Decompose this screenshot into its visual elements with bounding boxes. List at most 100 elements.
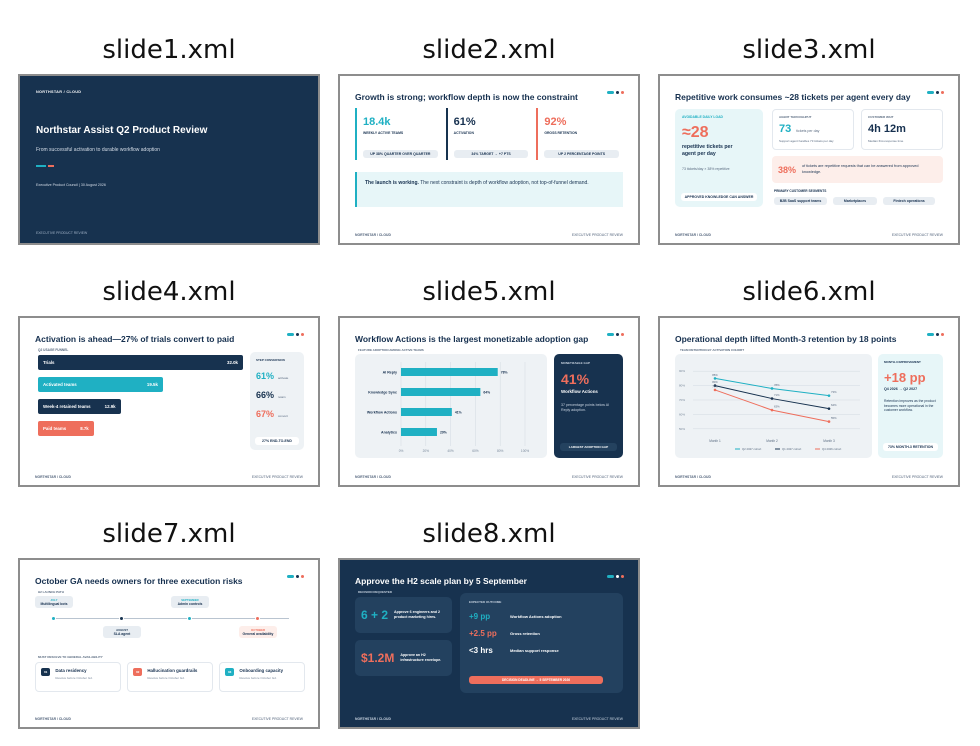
- kpi-value: 92%: [544, 116, 567, 128]
- brand-dots-icon: [607, 91, 624, 94]
- kpi-label: GROSS RETENTION: [544, 131, 578, 135]
- deadline-pill: DECISION DEADLINE → 5 SEPTEMBER 2026: [469, 676, 603, 684]
- point-label: 78%: [774, 383, 780, 387]
- adoption-bar-chart: 0% 20% 40% 60% 80% 100% AI Reply 78% Knowledge S…: [367, 362, 529, 453]
- kpi-card: 92% GROSS RETENTION UP 2 PERCENTAGE POIN…: [536, 108, 623, 160]
- series-point: [827, 394, 831, 397]
- funnel-bar: Week-4 retained teams 12.9k: [38, 399, 121, 414]
- series-point: [713, 377, 717, 380]
- funnel-label: Q2 USAGE FUNNEL: [38, 348, 69, 352]
- series-line: [714, 377, 830, 397]
- ask-value: $1.2M: [361, 651, 395, 665]
- funnel-bar-label: Trials: [43, 360, 55, 365]
- funnel-bar-label: Week-4 retained teams: [43, 404, 91, 409]
- panel-label: MONTH-3 IMPROVEMENT: [884, 360, 921, 364]
- slide-preview: Approve the H2 scale plan by 5 September…: [338, 558, 640, 729]
- category-label: AI Reply: [383, 371, 397, 375]
- x-tick-label: Month 2: [766, 439, 778, 443]
- slide-footer: NORTHSTAR / CLOUD EXECUTIVE PRODUCT REVIE…: [35, 717, 303, 721]
- kpi-label: WEEKLY ACTIVE TEAMS: [363, 131, 404, 135]
- step-label: activate: [278, 376, 289, 380]
- risk-note: Resolve before October GA: [239, 676, 277, 680]
- funnel-bar: Activated teams 19.5k: [38, 377, 163, 392]
- risk-tag: 02: [133, 668, 143, 676]
- risk-card: 01 Data residency Resolve before October G…: [35, 662, 121, 692]
- funnel-bar-value: 8.7k: [80, 426, 89, 431]
- step-label: retain: [278, 395, 286, 399]
- point-label: 77%: [712, 384, 718, 388]
- slide-title: Repetitive work consumes ~28 tickets per…: [675, 92, 911, 102]
- milestone-month: AUGUST: [116, 628, 128, 632]
- kpi-note: 34% TARGET → +7 PTS: [453, 150, 529, 158]
- milestone-card: JULY Multilingual bots: [35, 596, 73, 608]
- risk-note: Resolve before October GA: [147, 676, 185, 680]
- legend-label: Q2 2027 cohort: [742, 447, 762, 451]
- y-tick-label: 90%: [679, 369, 685, 373]
- risk-list: 01 Data residency Resolve before October G…: [35, 662, 305, 692]
- gap-text: 37 percentage points below AI Reply adop…: [561, 403, 610, 412]
- brand-dots-icon: [287, 333, 304, 336]
- brand-dots-icon: [607, 575, 624, 578]
- segment-list: B2B SaaS support teams Marketplaces Fint…: [774, 197, 935, 205]
- ask-value: 6 + 2: [361, 608, 389, 622]
- card-unit: tickets per day: [796, 129, 820, 133]
- step-list: 61% activate 66% retain 67% convert: [256, 371, 298, 419]
- milestone-name: Multilingual bots: [40, 602, 68, 606]
- milestone-dot: [255, 616, 260, 621]
- funnel-bar: Trials 32.0k: [38, 355, 243, 370]
- improvement-range: Q4 2026 → Q2 2027: [884, 387, 918, 391]
- card-label: CUSTOMER WAIT: [868, 115, 894, 119]
- bar-value-label: 41%: [455, 411, 462, 415]
- brand-dots-icon: [287, 575, 304, 578]
- card-value: 73: [779, 123, 792, 135]
- point-label: 80%: [712, 380, 718, 384]
- series-point: [713, 388, 717, 392]
- slide-filename: slide6.xml: [742, 277, 876, 307]
- milestone-dot: [51, 616, 56, 621]
- adoption-bar: [401, 428, 437, 436]
- point-label: 64%: [831, 403, 837, 407]
- funnel-bar-value: 12.9k: [104, 404, 116, 409]
- callout-text: The next constraint is depth of workflow…: [420, 180, 589, 186]
- outcome-value: +2.5 pp: [469, 629, 497, 638]
- throughput-card: AGENT THROUGHPUT 73 tickets per day Supp…: [772, 109, 854, 150]
- card-note: Median first-response time: [868, 139, 904, 143]
- outcome-row: +9 pp Workflow Actions adoption: [469, 612, 614, 621]
- bar-value-label: 29%: [440, 431, 447, 435]
- retention-line-chart: 90% 80% 70% 60% 50% Month 1 Month 2 Month 3 85% 7…: [679, 369, 860, 451]
- path-label: H2 LAUNCH PATH: [38, 590, 64, 594]
- risk-text: Onboarding capacity Resolve before Octobe…: [239, 668, 283, 680]
- end-to-end-pill: 27% END-TO-END: [255, 437, 299, 445]
- slide-filename: slide3.xml: [742, 35, 876, 65]
- slide-footer: NORTHSTAR / CLOUD EXECUTIVE PRODUCT REVIE…: [675, 475, 943, 479]
- slide-footer: NORTHSTAR / CLOUD EXECUTIVE PRODUCT REVIE…: [675, 233, 943, 237]
- legend-label: Q4 2026 cohort: [822, 447, 842, 451]
- series-point: [827, 407, 831, 410]
- milestone-month: OCTOBER: [251, 628, 265, 632]
- milestone-dot: [119, 616, 124, 621]
- milestone-month: SEPTEMBER: [181, 598, 199, 602]
- step-label: convert: [278, 414, 288, 418]
- kpi-label: ACTIVATION: [453, 131, 474, 135]
- slide-footer: NORTHSTAR / CLOUD EXECUTIVE PRODUCT REVIE…: [355, 475, 623, 479]
- slide-title: Operational depth lifted Month-3 retenti…: [675, 334, 897, 344]
- step-value: 66%: [256, 390, 275, 400]
- x-tick-label: 100%: [521, 449, 529, 453]
- slide-footer: NORTHSTAR / CLOUD EXECUTIVE PRODUCT REVIE…: [355, 233, 623, 237]
- risk-tag: 03: [225, 668, 235, 676]
- slide-preview: Repetitive work consumes ~28 tickets per…: [658, 74, 960, 245]
- big-value: ≈28: [682, 124, 709, 141]
- risks-label: MUST RESOLVE TO GENERAL AVAILABILITY: [38, 655, 103, 659]
- adoption-bar: [401, 388, 481, 396]
- slide-preview: Activation is ahead—27% of trials conver…: [18, 316, 320, 487]
- panel-label: STEP CONVERSION: [256, 358, 285, 362]
- step-row: 66% retain: [256, 390, 298, 400]
- card-note: Support agent handles 73 tickets per day: [779, 139, 834, 143]
- gap-value: 41%: [561, 371, 590, 387]
- milestone-card: SEPTEMBER Admin controls: [171, 596, 209, 608]
- ask-card: 6 + 2 Approve 6 engineers and 2 product …: [355, 597, 452, 633]
- card-label: AGENT THROUGHPUT: [779, 115, 812, 119]
- callout-bold: The launch is working.: [365, 180, 419, 186]
- point-label: 85%: [712, 373, 718, 377]
- footer-label: EXECUTIVE PRODUCT REVIEW: [36, 231, 88, 235]
